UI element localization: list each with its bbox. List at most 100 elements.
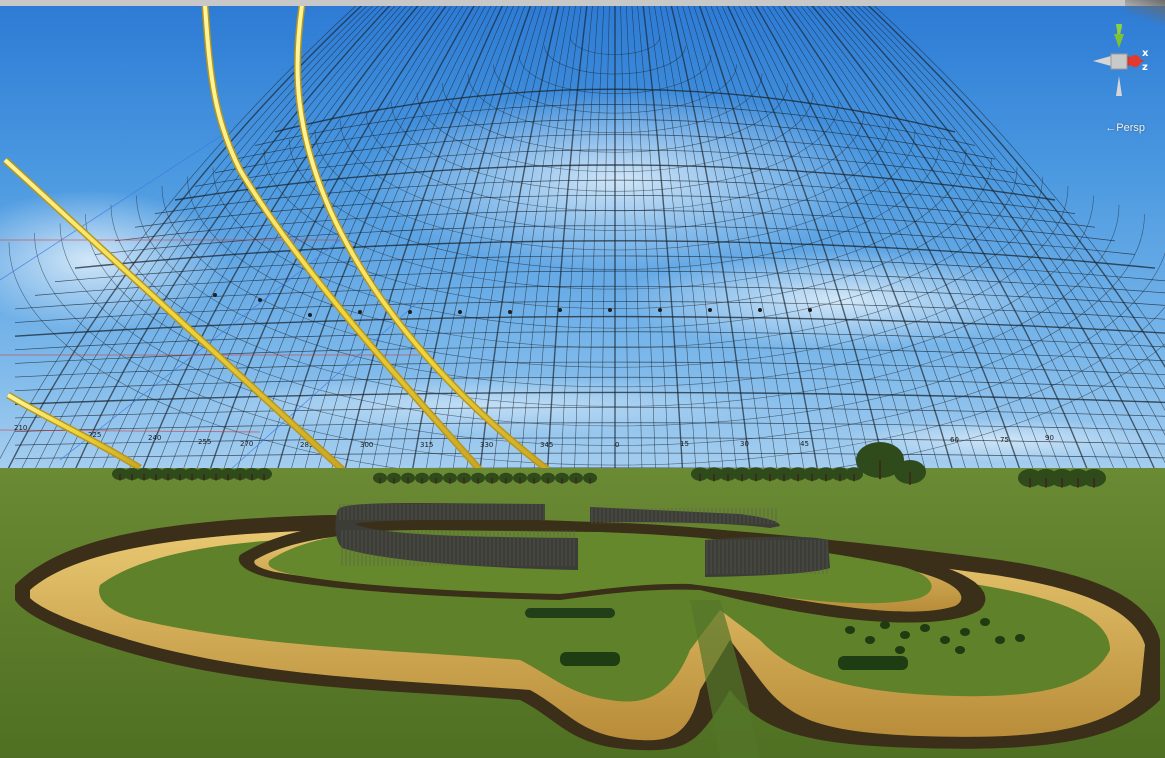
gizmo-z-axis[interactable]: z [1142,62,1148,73]
azimuth-label: 255 [198,438,211,446]
tree-trunk [839,474,841,482]
grid-meridian [601,0,610,471]
grid-meridian [686,0,791,471]
grid-marker [758,308,762,312]
azimuth-label: 75 [1000,436,1009,444]
tree-trunk [421,478,423,484]
grid-meridian [625,0,643,471]
shrubs [525,608,908,670]
bush [845,626,855,634]
grid-meridian [47,0,385,471]
grid-meridian [763,0,980,471]
grid-meridian [520,0,577,471]
grid-meridian [631,0,656,471]
grid-meridian [796,0,1061,471]
grid-meridian [774,0,1007,471]
grid-meridian [862,0,1165,369]
grid-marker [308,313,312,317]
sky-grid [0,0,1165,485]
sun-paths [2,4,551,475]
grid-meridian [493,0,566,471]
tree-trunk [143,474,145,481]
azimuth-label: 225 [88,431,101,439]
grid-meridian [425,0,539,471]
tree-trunk [699,474,701,482]
grid-meridian [452,0,550,471]
grid-meridian [155,0,429,471]
azimuth-label: 270 [240,440,253,448]
grid-meridian [856,0,1165,389]
grid-marker [358,310,362,314]
tree-trunk [155,474,157,481]
bush [900,631,910,639]
projection-label[interactable]: ←Persp [1105,122,1145,134]
gizmo-center-cube[interactable] [1110,53,1128,70]
tree-trunk [783,474,785,482]
grid-meridian [344,0,506,471]
tree-trunk [533,478,535,484]
grid-meridian [141,0,424,471]
grid-marker [408,310,412,314]
bush [955,646,965,654]
bush [865,636,875,644]
sun-path [3,158,347,474]
causeway [690,600,760,758]
azimuth-label: 300 [360,441,373,449]
tree-trunk [589,478,591,484]
grid-meridian [812,0,1102,471]
grid-meridian [101,0,407,471]
gizmo-neg-y[interactable] [1116,76,1122,96]
gizmo-y-axis[interactable]: y [1114,24,1124,48]
azimuth-label: 210 [14,424,27,432]
azimuth-label: 30 [740,440,749,448]
grid-meridian [371,0,517,471]
grid-meridian [574,0,599,471]
bush [940,636,950,644]
grid-meridian [829,0,1142,471]
grid-meridian [834,0,1156,471]
gizmo-x-axis[interactable]: x [1127,48,1149,67]
tree-trunk [825,474,827,482]
grid-meridian [823,0,1129,471]
grid-marker [458,310,462,314]
tree-trunk [203,474,205,481]
tree-trunk [769,474,771,482]
grid-meridian [669,0,751,471]
grid-meridian [818,0,1115,471]
tree-trunk [407,478,409,484]
grid-meridian [702,0,832,471]
grid-meridian [236,0,462,471]
gizmo-neg-x[interactable] [1093,56,1111,66]
grid-meridian [479,0,561,471]
azimuth-label: 15 [680,440,689,448]
grid-meridian [196,0,445,471]
grid-meridian [546,0,589,471]
sun-path [203,4,482,472]
grid-marker [658,308,662,312]
grid-meridian [653,0,710,471]
orientation-gizmo[interactable]: y x z [1087,20,1151,108]
tree-trunk [191,474,193,481]
azimuth-label: 45 [800,440,809,448]
tree-trunk [1029,478,1031,488]
grid-meridian [276,0,479,471]
palisade-stakes [339,504,828,574]
sun-path [6,393,142,470]
grid-meridian [664,0,737,471]
axis-x-label: x [1142,48,1149,59]
grid-marker [608,308,612,312]
tree-trunk [131,474,133,481]
grid-meridian [696,0,819,471]
grid-meridian [806,0,1089,471]
grid-meridian [182,0,440,471]
tree-trunk [519,478,521,484]
axis-z-label: z [1142,62,1148,73]
tree-trunk [727,474,729,482]
grid-meridian [34,0,379,471]
grid-meridian [331,0,500,471]
tree-trunk [879,460,881,480]
grid-meridian [74,0,396,471]
window-top-edge [0,0,1165,6]
